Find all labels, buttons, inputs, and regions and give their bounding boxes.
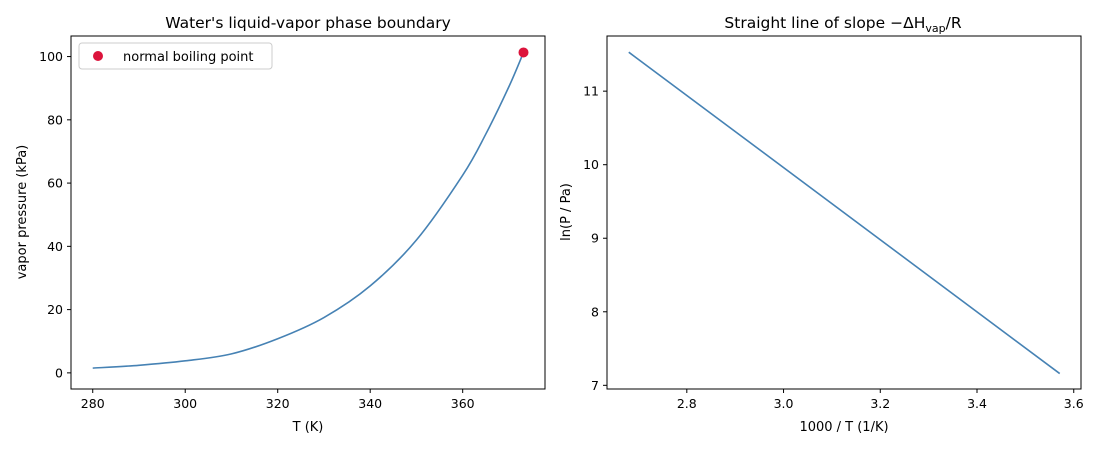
x-tick-label: 360	[451, 396, 475, 411]
right-series	[628, 51, 1061, 375]
boiling-point-marker	[518, 47, 529, 58]
y-tick-label: 80	[47, 112, 63, 127]
left-legend: normal boiling point	[78, 42, 273, 70]
right-y-axis-label: ln(P / Pa)	[559, 183, 574, 241]
y-tick-label: 10	[583, 157, 599, 172]
right-ticks: 2.8 3.0 3.2 3.4 3.6 7 8 9 10 11	[583, 84, 1084, 411]
x-tick-label: 280	[81, 396, 105, 411]
left-y-axis-label: vapor pressure (kPa)	[15, 145, 30, 280]
x-tick-label: 340	[358, 396, 382, 411]
right-plot-frame	[606, 35, 1082, 390]
left-series	[92, 47, 529, 369]
y-tick-label: 11	[583, 84, 599, 99]
left-ticks: 280 300 320 340 360 0 20 40 60 80 100	[39, 49, 475, 411]
y-tick-label: 40	[47, 239, 63, 254]
ln-pressure-line	[628, 51, 1061, 375]
x-tick-label: 3.6	[1064, 396, 1084, 411]
x-tick-label: 320	[266, 396, 290, 411]
legend-label: normal boiling point	[123, 50, 254, 65]
x-tick-label: 300	[173, 396, 197, 411]
right-chart-title: Straight line of slope −ΔHvap/R	[724, 14, 961, 35]
right-x-axis-label: 1000 / T (1/K)	[799, 420, 888, 435]
y-tick-label: 100	[39, 49, 63, 64]
y-tick-label: 9	[591, 231, 599, 246]
y-tick-label: 8	[591, 304, 599, 319]
y-tick-label: 20	[47, 302, 63, 317]
x-tick-label: 3.0	[774, 396, 794, 411]
vapor-pressure-curve	[92, 52, 525, 369]
right-chart: Straight line of slope −ΔHvap/R 2.8 3.0 3.…	[559, 14, 1084, 435]
left-chart: Water's liquid-vapor phase boundary 280 3…	[15, 14, 546, 435]
left-x-axis-label: T (K)	[292, 420, 324, 435]
x-tick-label: 3.2	[870, 396, 890, 411]
left-plot-frame	[70, 35, 546, 390]
y-tick-label: 7	[591, 378, 599, 393]
y-tick-label: 60	[47, 176, 63, 191]
left-chart-title: Water's liquid-vapor phase boundary	[165, 14, 451, 32]
y-tick-label: 0	[55, 365, 63, 380]
legend-box	[78, 42, 273, 70]
legend-marker	[93, 51, 103, 61]
x-tick-label: 3.4	[967, 396, 987, 411]
x-tick-label: 2.8	[677, 396, 697, 411]
